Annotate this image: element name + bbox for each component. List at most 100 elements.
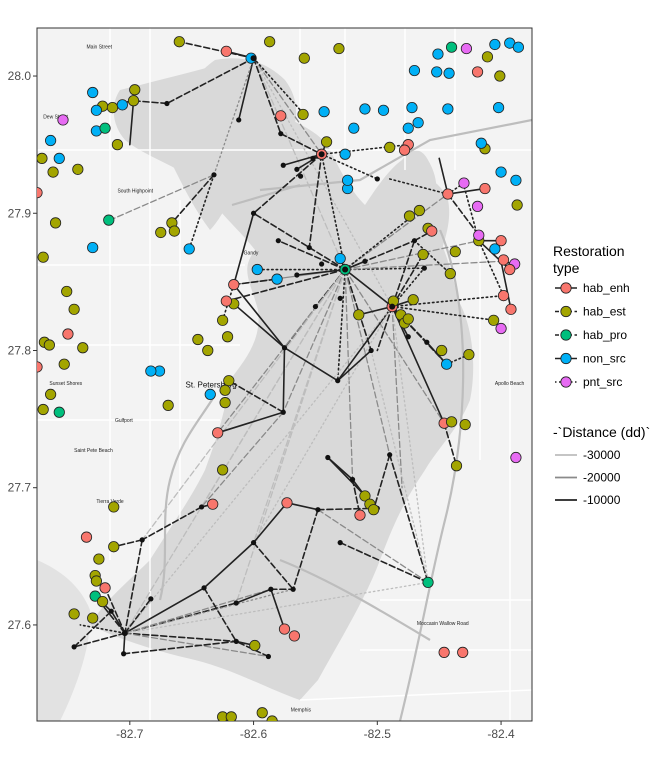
restoration-point-hab-enh: [288, 630, 300, 642]
x-tick-label: -82.5: [364, 727, 392, 741]
restoration-point-non-src: [90, 104, 103, 116]
connection-line: [124, 268, 346, 634]
connection-line: [200, 411, 284, 508]
restoration-point-hab-est: [192, 333, 204, 346]
connection-line: [171, 174, 215, 224]
restoration-point-hab-enh: [398, 144, 411, 156]
connection-line: [109, 174, 215, 221]
restoration-point-hab-enh: [471, 66, 484, 78]
y-axis: 27.6 27.7 27.8 27.9 28.0: [8, 69, 37, 632]
restoration-point-hab-est: [37, 403, 49, 416]
connection-node: [280, 162, 286, 168]
connection-node: [411, 238, 418, 244]
connection-line: [344, 268, 391, 456]
connection-node: [325, 454, 331, 461]
connection-line: [282, 268, 346, 413]
legend-title-distance: -`Distance (dd)`: [553, 424, 650, 440]
restoration-point-hab-enh: [37, 187, 43, 199]
restoration-point-hab-est: [436, 344, 448, 357]
connection-line: [178, 40, 255, 59]
hub-node: [389, 303, 396, 310]
connection-node: [121, 651, 127, 657]
connection-line: [388, 453, 429, 584]
skyway-bridge: [279, 558, 431, 641]
restoration-point-non-src: [342, 174, 354, 186]
connection-node: [310, 155, 316, 161]
connection-node: [368, 347, 374, 354]
restoration-point-hab-est: [407, 294, 419, 306]
restoration-point-non-src: [475, 137, 487, 149]
connection-line: [320, 153, 379, 180]
restoration-point-non-src: [431, 66, 443, 78]
connection-line: [124, 305, 393, 634]
restoration-point-hab-enh: [278, 623, 291, 635]
restoration-point-hab-enh: [228, 279, 240, 291]
connection-line: [225, 268, 346, 302]
restoration-point-hab-enh: [37, 361, 43, 373]
restoration-point-hab-est: [333, 42, 345, 55]
restoration-point-hab-enh: [457, 646, 469, 658]
legend-key-pnt-src: [555, 376, 577, 388]
restoration-point-hab-est: [417, 248, 429, 261]
map-label: Dew Street: [43, 115, 68, 121]
legend-label: hab_enh: [583, 281, 630, 295]
connection-line: [344, 268, 354, 481]
connection-line: [232, 283, 286, 349]
restoration-point-hab-est: [320, 136, 333, 148]
connection-line: [237, 57, 255, 121]
connection-node: [306, 244, 312, 251]
restoration-point-hab-est: [219, 384, 231, 396]
restoration-point-hab-est: [61, 285, 73, 298]
restoration-point-hab-est: [459, 418, 471, 431]
connection-line: [391, 294, 505, 308]
restoration-point-hab-enh: [80, 531, 93, 543]
restoration-point-hab-est: [155, 226, 167, 239]
connection-line: [252, 57, 282, 135]
connection-line: [447, 193, 480, 237]
connection-line: [232, 278, 278, 286]
restoration-point-hab-enh: [220, 295, 232, 307]
restoration-point-hab-est: [93, 553, 105, 565]
legend-distance-label: -20000: [583, 471, 621, 485]
restoration-point-pnt-src: [473, 229, 485, 241]
connection-line: [283, 346, 339, 382]
connection-node: [349, 476, 356, 483]
connection-node: [281, 345, 288, 351]
y-tick-label: 27.8: [8, 343, 32, 357]
connection-line: [124, 598, 152, 634]
legend-label: hab_est: [583, 305, 626, 319]
legend-key-hab-enh: [555, 282, 577, 294]
connection-line: [317, 509, 429, 584]
restoration-point-non-src: [512, 41, 524, 53]
connection-line: [282, 153, 323, 167]
connection-node: [335, 378, 341, 384]
legend-restoration-types: hab_enh hab_est hab_pro non_src pnt_src: [555, 281, 630, 389]
connection-node: [290, 586, 296, 592]
restoration-point-hab-enh: [426, 225, 438, 237]
connection-line: [252, 57, 306, 116]
connection-node: [337, 540, 343, 546]
panel-border: [36, 27, 533, 722]
connection-line: [252, 541, 294, 591]
connection-line: [391, 305, 403, 489]
connection-line: [270, 588, 286, 630]
restoration-point-hab-est: [403, 210, 416, 222]
connection-line: [79, 624, 126, 634]
restoration-point-non-src: [45, 134, 57, 147]
connection-line: [344, 260, 502, 271]
restoration-point-non-src: [334, 252, 346, 265]
restoration-point-non-src: [442, 103, 454, 115]
legend-key-circle: [560, 282, 572, 294]
connection-line: [336, 305, 393, 382]
connection-node: [312, 303, 319, 310]
restoration-point-hab-est: [266, 715, 278, 721]
causeway: [231, 183, 301, 207]
restoration-point-hab-est: [106, 101, 119, 114]
restoration-point-hab-est: [444, 268, 456, 280]
connection-line: [203, 541, 255, 589]
connection-line: [124, 588, 294, 634]
restoration-point-non-src: [183, 243, 195, 255]
restoration-point-hab-enh: [99, 582, 111, 594]
restoration-point-non-src: [441, 358, 453, 370]
map-label: Apollo Beach: [495, 381, 525, 387]
